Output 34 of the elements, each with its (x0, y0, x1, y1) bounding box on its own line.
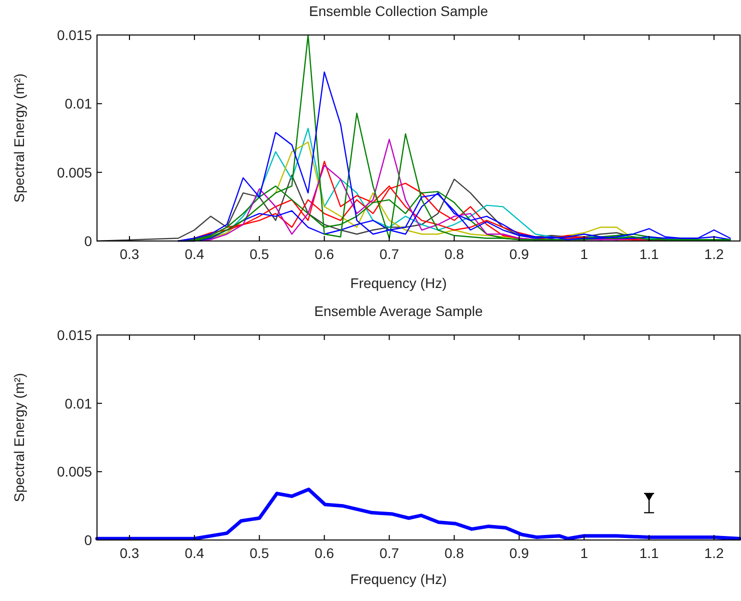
x-tick-label: 0.7 (380, 545, 400, 561)
x-tick-label: 0.8 (444, 545, 464, 561)
y-tick-label: 0 (84, 532, 92, 548)
chart-title: Ensemble Average Sample (314, 303, 484, 319)
x-tick-label: 1.1 (639, 545, 660, 561)
y-tick-label: 0.01 (64, 96, 92, 112)
x-tick-label: 1 (580, 246, 588, 262)
x-tick-label: 0.4 (184, 545, 204, 561)
y-tick-label: 0 (84, 233, 92, 249)
x-tick-label: 0.9 (509, 246, 530, 262)
x-tick-label: 1 (580, 545, 588, 561)
x-tick-label: 1.1 (639, 246, 660, 262)
y-tick-label: 0.005 (56, 464, 92, 480)
y-tick-label: 0.015 (56, 27, 92, 43)
x-axis-title: Frequency (Hz) (350, 571, 447, 587)
x-tick-label: 0.5 (250, 545, 270, 561)
y-tick-label: 0.01 (64, 395, 92, 412)
y-tick-label: 0.015 (56, 327, 92, 343)
x-tick-label: 0.6 (314, 246, 334, 262)
x-tick-label: 1.2 (704, 545, 724, 561)
y-axis-title: Spectral Energy (m²) (11, 73, 27, 203)
x-tick-label: 0.9 (509, 545, 530, 561)
x-tick-label: 0.3 (120, 246, 140, 262)
x-axis-title: Frequency (Hz) (350, 275, 447, 291)
x-tick-label: 0.7 (380, 246, 400, 262)
x-tick-label: 0.6 (314, 545, 334, 561)
x-tick-label: 0.5 (250, 246, 270, 262)
x-tick-label: 0.8 (444, 246, 464, 262)
x-tick-label: 0.3 (120, 545, 140, 561)
y-axis-title: Spectral Energy (m²) (11, 372, 27, 502)
y-tick-label: 0.005 (56, 164, 92, 180)
chart-title: Ensemble Collection Sample (309, 3, 488, 19)
x-tick-label: 0.4 (184, 246, 204, 262)
x-tick-label: 1.2 (704, 246, 724, 262)
